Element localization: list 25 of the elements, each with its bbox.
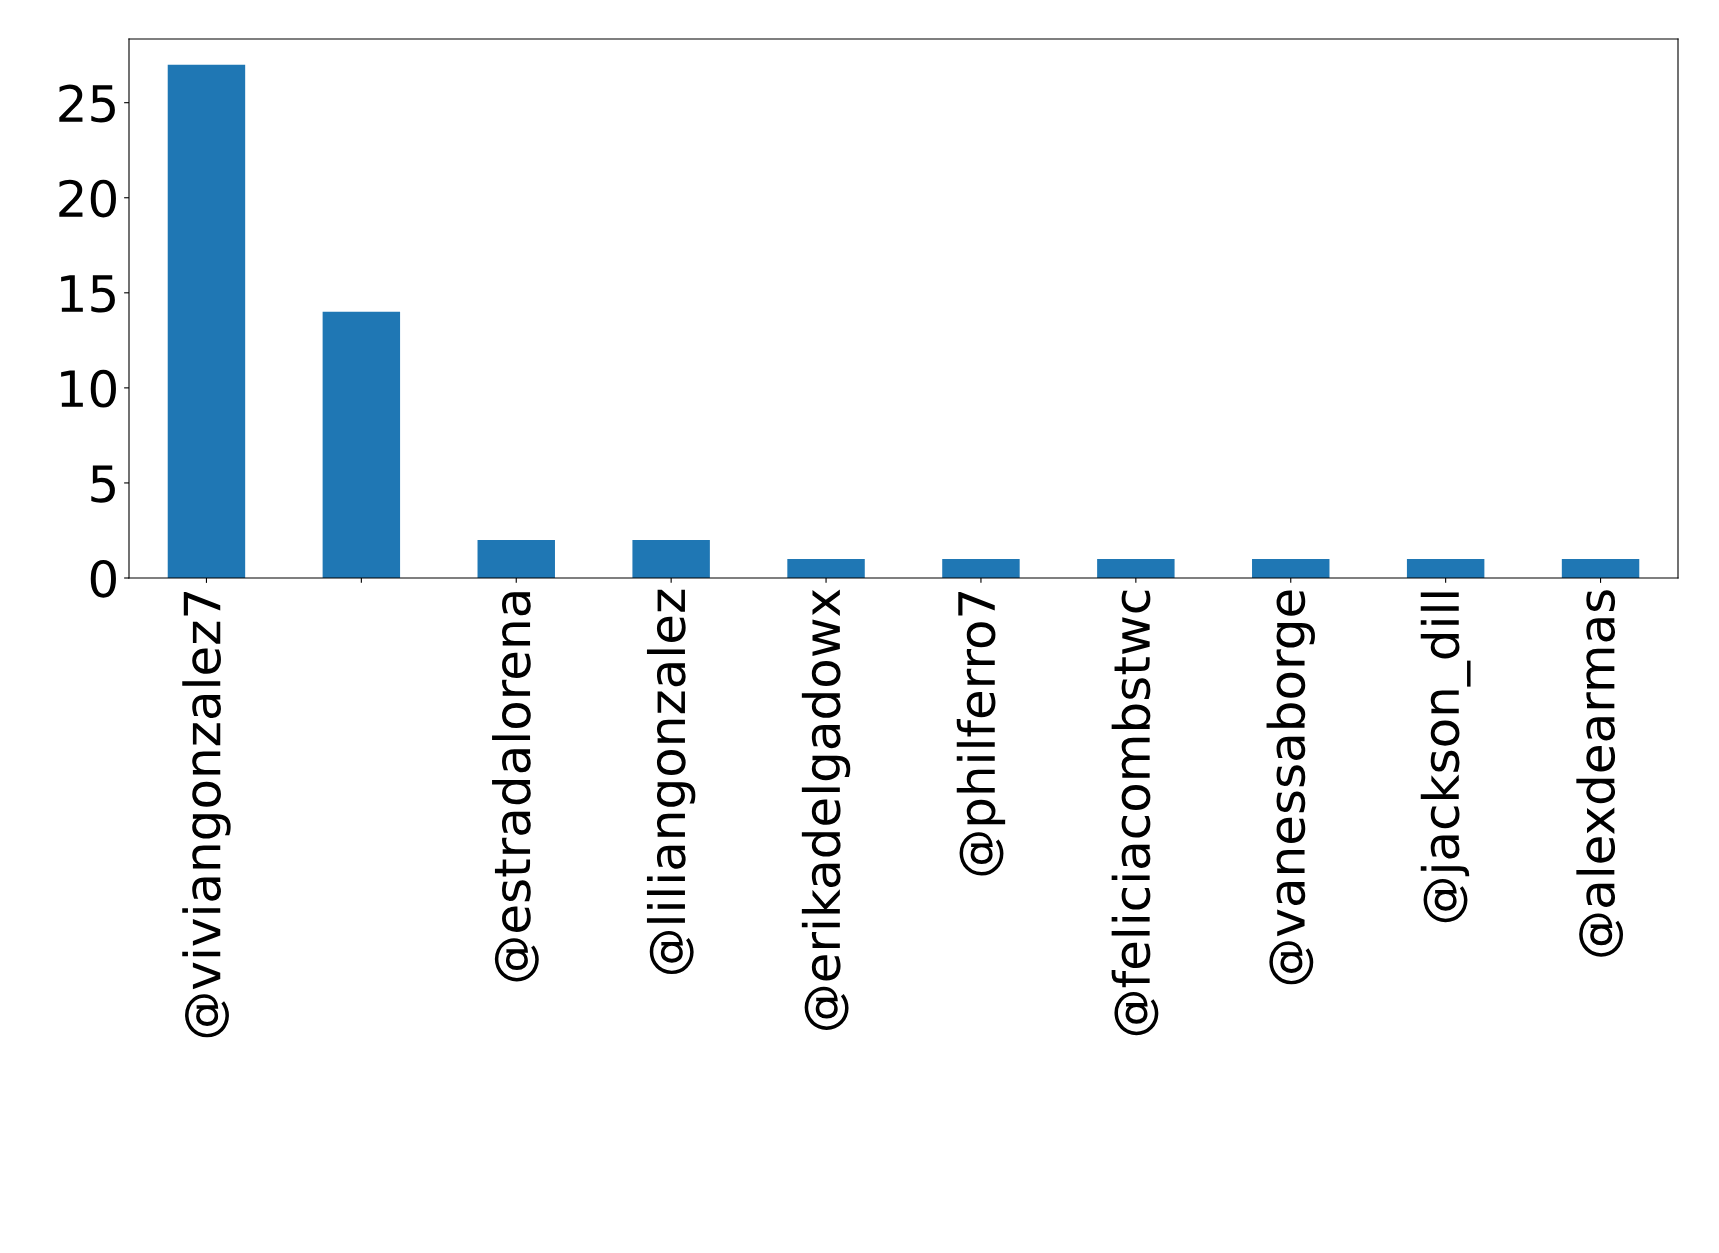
bar <box>1561 558 1640 578</box>
x-tick-label: @liliangonzalez <box>646 589 696 975</box>
bar <box>942 558 1020 578</box>
y-tick-label: 25 <box>59 84 115 123</box>
x-tick-label: @philferro7 <box>956 592 1006 876</box>
x-tick-label: @estradalorena <box>492 592 539 982</box>
y-tick-label: 15 <box>61 275 115 313</box>
bar <box>1406 558 1485 578</box>
x-tick-label: @alexdearmas <box>1576 590 1624 957</box>
y-tick-label: 20 <box>59 179 116 218</box>
y-tick-label: 0 <box>90 559 116 598</box>
bar <box>632 539 710 578</box>
bar <box>1097 558 1175 578</box>
bar <box>167 64 246 578</box>
x-tick-label: @feliciacombstwc <box>1111 590 1159 1036</box>
bar <box>1252 558 1330 578</box>
bar <box>787 558 865 578</box>
bar <box>322 311 401 578</box>
x-tick-label: @erikadelgadowx <box>801 589 851 1030</box>
x-tick-label: @vanessaborge <box>1266 590 1315 985</box>
bar <box>477 539 555 578</box>
y-tick-label: 10 <box>61 369 116 408</box>
y-tick-label: 5 <box>91 465 115 503</box>
x-tick-label: @jackson_dill <box>1420 592 1471 923</box>
x-tick-label: @viviangonzalez7 <box>182 592 231 1038</box>
